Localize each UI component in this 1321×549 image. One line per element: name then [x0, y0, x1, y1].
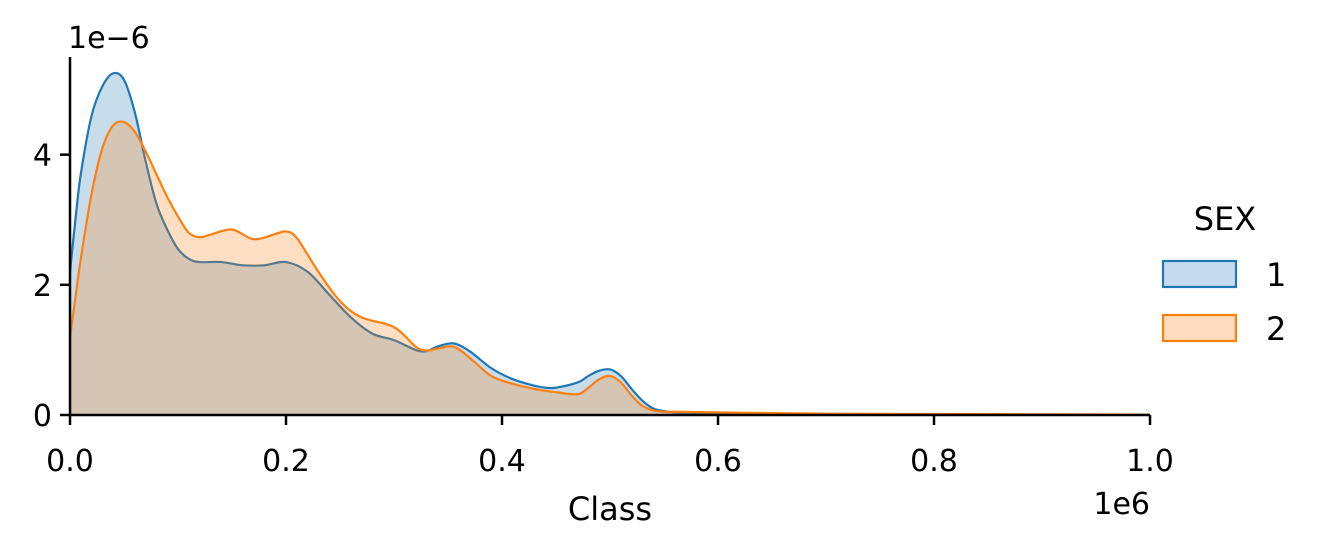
- x-tick-label: 1.0: [1126, 444, 1174, 479]
- legend-swatch-2: [1161, 313, 1238, 343]
- y-offset-text: 1e−6: [68, 21, 150, 56]
- legend-label-1: 1: [1266, 256, 1286, 294]
- x-axis-label: Class: [568, 490, 652, 528]
- y-tick-label: 2: [33, 269, 52, 304]
- series-2-area: [70, 121, 1150, 415]
- x-tick-label: 0.2: [262, 444, 310, 479]
- y-tick-label: 4: [33, 139, 52, 174]
- legend: SEX 1 2: [1161, 200, 1286, 348]
- x-tick-label: 0.6: [694, 444, 742, 479]
- x-tick-label: 0.4: [478, 444, 526, 479]
- legend-label-2: 2: [1266, 310, 1286, 348]
- legend-swatch-1: [1161, 259, 1238, 289]
- legend-title: SEX: [1194, 200, 1256, 238]
- y-axis: 0 2 4: [33, 57, 72, 434]
- y-tick-label: 0: [33, 399, 52, 434]
- x-offset-text: 1e6: [1093, 487, 1150, 522]
- x-axis: 0.0 0.2 0.4 0.6 0.8 1.0: [46, 413, 1174, 479]
- x-tick-label: 0.8: [910, 444, 958, 479]
- x-tick-label: 0.0: [46, 444, 94, 479]
- series-1-area: [70, 72, 1150, 416]
- series-2-line: [68, 120, 1151, 416]
- density-areas: [68, 71, 1151, 416]
